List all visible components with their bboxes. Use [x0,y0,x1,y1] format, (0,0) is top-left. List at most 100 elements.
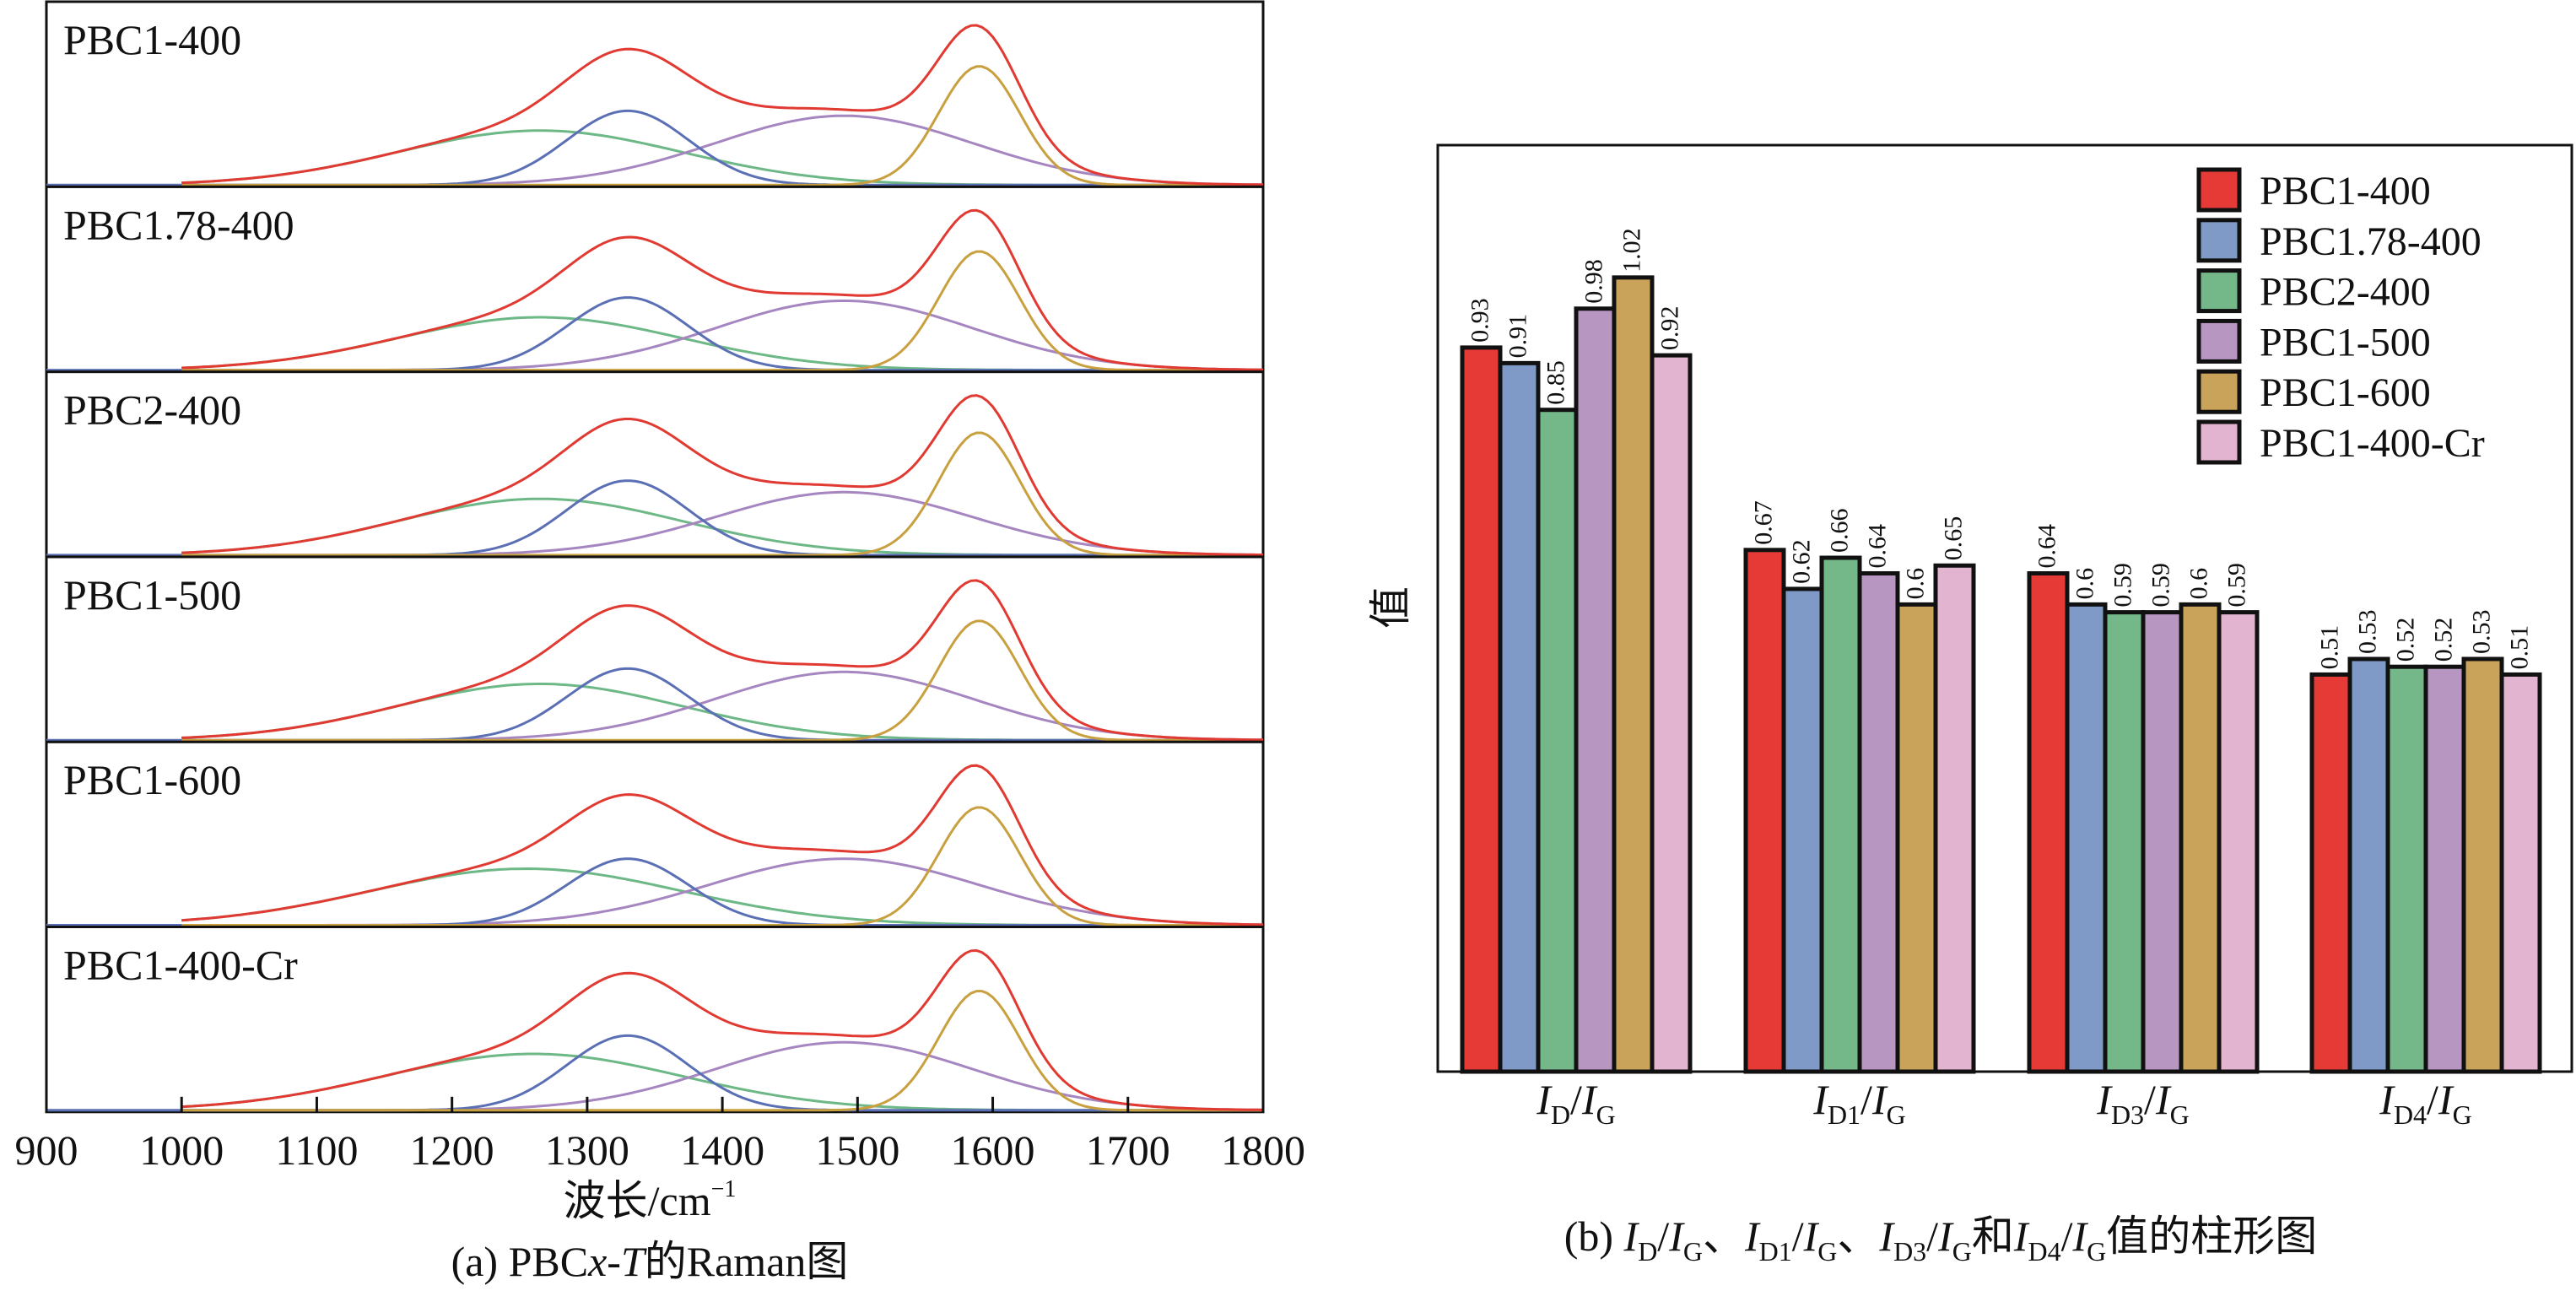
category-label-part: / [1860,1076,1872,1123]
bar [2065,602,2108,1074]
caption-text: I [2072,1213,2089,1260]
bar [1460,345,1503,1074]
category-label-part: I [2155,1076,2172,1123]
x-tick-label: 1400 [680,1126,764,1174]
curve-g [181,806,1263,926]
y-axis-label: 值 [1367,586,1414,629]
category-label: ID3/IG [2096,1076,2189,1130]
caption-text: D1 [1759,1236,1792,1267]
curve-g [181,250,1263,372]
curve-g [181,990,1263,1112]
bar-value-label: 0.64 [2033,524,2061,569]
legend-label: PBC1-500 [2260,320,2431,365]
bar [1895,602,1938,1074]
category-label-part: / [2144,1076,2156,1123]
caption-text: / [1657,1213,1669,1260]
legend-swatch [2196,167,2242,213]
category-label-part: I [2096,1076,2113,1123]
bar-value-label: 0.85 [1542,360,1570,405]
raman-panel: PBC1-400 [45,0,1265,188]
x-axis-label-text: 波长/cm [564,1177,711,1224]
bar-value-label: 0.59 [2223,563,2251,608]
caption-text: I [1878,1213,1895,1260]
category-label: ID/IG [1536,1076,1615,1130]
category-label-part: I [1812,1076,1829,1123]
category-label-part: I [1536,1076,1553,1123]
bar [2385,664,2428,1074]
x-axis-label: 波长/cm−1 [564,1176,737,1224]
bar-value-label: 0.67 [1750,500,1778,545]
caption-text: 和 [1972,1213,2014,1260]
bar [2179,602,2222,1074]
bar [2499,672,2542,1074]
raman-chart: PBC1-400 PBC1.78-400 PBC2-400 PBC1-500 PBC1-… [15,0,1305,1285]
caption-text: I [1668,1213,1685,1260]
legend-swatch [2196,218,2242,263]
category-label-part: G [2453,1099,2472,1130]
caption-b: (b) ID/IG、ID1/IG、ID3/IG和ID4/IG值的柱形图 [1564,1213,2318,1267]
bar-value-label: 0.6 [1902,568,1930,600]
legend-swatch [2196,268,2242,314]
category-label-part: D3 [2111,1099,2144,1130]
category-label-part: D1 [1828,1099,1860,1130]
category-label-part: G [2170,1099,2190,1130]
legend-label: PBC1-400 [2260,169,2431,213]
caption-text: I [1623,1213,1640,1260]
category-label-part: / [1570,1076,1582,1123]
bar [1650,353,1693,1074]
ratio-bar-chart: 值0.93 0.910.850.981.020.92ID/IG0.670.620.… [1367,143,2573,1267]
raman-panel: PBC1-600 [45,740,1265,929]
caption-a: (a) PBCx-T的Raman图 [451,1238,849,1285]
curve-fit [181,579,1264,742]
curve-g [181,431,1263,557]
raman-panel: PBC1-400-Cr [45,926,1265,1114]
bar-value-label: 0.59 [2109,563,2137,608]
raman-panel: PBC2-400 [45,370,1265,559]
bar [2103,610,2146,1074]
category-label-part: G [1596,1099,1616,1130]
bar [1612,275,1655,1074]
caption-text: / [2061,1213,2073,1260]
caption-text: 值的柱形图 [2106,1213,2317,1260]
bar [2027,570,2070,1074]
curve-g [181,65,1263,186]
legend-label: PBC2-400 [2260,270,2431,315]
category-label-part: I [1871,1076,1888,1123]
curve-fit [181,394,1263,556]
category-label-part: D4 [2394,1099,2427,1130]
curve-g [181,619,1263,742]
bar-value-label: 0.92 [1656,306,1684,351]
caption-text: / [1926,1213,1938,1260]
bar-value-label: 0.53 [2354,609,2382,654]
caption-text: T [621,1238,647,1285]
category-label: ID1/IG [1812,1076,1905,1130]
category-label-part: G [1887,1099,1906,1130]
curve-d3 [181,857,1264,926]
panel-label: PBC1-500 [63,571,241,618]
bar-value-label: 0.64 [1864,524,1892,569]
curve-fit [181,948,1264,1111]
panel-label: PBC1-400-Cr [63,942,298,989]
caption-text: I [1803,1213,1820,1260]
caption-text: I [1744,1213,1761,1260]
category-label-part: / [2427,1076,2438,1123]
legend-label: PBC1-600 [2260,370,2431,415]
curve-fit [181,24,1264,186]
bar [2423,664,2466,1074]
category-label-part: I [1581,1076,1598,1123]
caption-text: - [607,1238,621,1285]
bar-value-label: 0.91 [1504,314,1532,359]
bar-value-label: 0.62 [1788,539,1816,584]
caption-text: D3 [1893,1236,1926,1267]
caption-text: G [2087,1236,2106,1267]
bar-value-label: 0.51 [2506,625,2534,670]
legend-swatch [2196,419,2242,465]
bar-value-label: 0.52 [2430,618,2458,662]
bar [1498,360,1541,1074]
x-tick-label: 1000 [139,1126,224,1174]
x-axis-label-sup: −1 [711,1176,737,1202]
x-tick-label: 1100 [275,1126,358,1174]
bar [2141,610,2184,1074]
bar [2347,656,2390,1074]
